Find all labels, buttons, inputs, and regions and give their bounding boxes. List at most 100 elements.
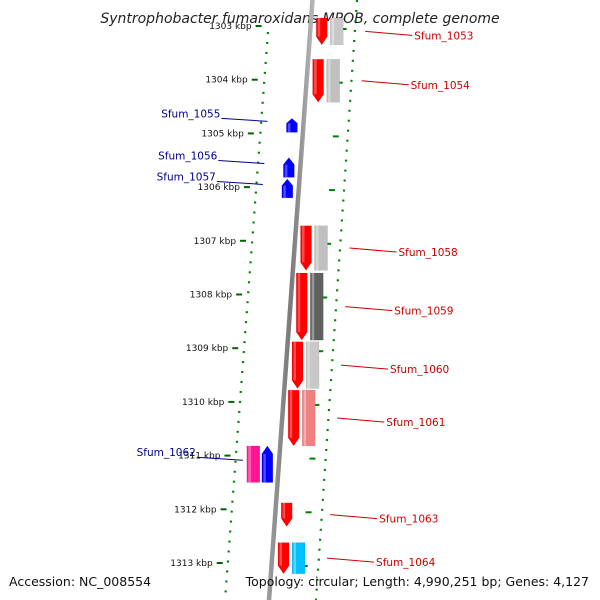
tick-label: 1303 kbp [209,22,252,32]
genome-summary-text: Topology: circular; Length: 4,990,251 bp… [245,574,589,589]
gene-leader-line [337,417,385,423]
gene-sfum-1059[interactable] [296,272,324,341]
gene-arrow[interactable] [300,225,312,271]
gene-leader-line [345,306,393,312]
tick-label: 1311 kbp [178,452,221,462]
gene-arrow[interactable] [296,272,308,341]
gene-labels: Sfum_1053 Sfum_1054 Sfum_1055 Sfum_1056 Sfum… [137,30,474,569]
gene-label[interactable]: Sfum_1055 [161,108,220,120]
gene-label-group[interactable]: Sfum_1058 [349,247,458,259]
gene-arrow[interactable] [281,178,294,199]
map-title: Syntrophobacter fumaroxidans MPOB, compl… [100,11,499,27]
gene-arrow[interactable] [287,389,300,447]
gene-highlight [279,542,283,566]
gene-sfum-1056[interactable] [283,157,295,178]
right-dotted-guide [314,0,359,600]
cog-box [291,542,306,574]
gene-highlight [282,502,286,519]
gene-leader-line [196,456,243,461]
gene-label[interactable]: Sfum_1056 [158,150,218,162]
cog-box [305,341,320,389]
gene-highlight [284,164,288,178]
left-dotted-guide [223,31,270,600]
gene-leader-line [365,30,413,36]
gene-label-group[interactable]: Sfum_1054 [361,80,471,92]
gene-arrow[interactable] [261,445,274,483]
gene-label[interactable]: Sfum_1062 [137,447,196,459]
gene-leader-line [326,557,375,563]
gene-sfum-1054[interactable] [312,59,340,103]
tick-label: 1306 kbp [198,183,241,193]
gene-sfum-1064[interactable] [277,542,306,575]
gene-label[interactable]: Sfum_1057 [157,171,216,183]
gene-label-group[interactable]: Sfum_1053 [365,30,473,42]
gene-label[interactable]: Sfum_1063 [379,514,438,526]
gene-label[interactable]: Sfum_1059 [394,306,453,318]
gene-highlight [314,59,317,95]
gene-sfum-1060[interactable] [291,341,320,389]
gene-highlight [293,341,297,381]
gene-sfum-1057[interactable] [281,178,294,199]
gene-sfum-1061[interactable] [287,389,316,447]
tick-label: 1305 kbp [201,129,244,139]
gene-highlight [263,453,266,483]
accession-text: Accession: NC_008554 [9,574,152,589]
gene-arrow[interactable] [280,502,293,527]
gene-leader-line [361,80,409,86]
tick-label: 1307 kbp [194,237,237,247]
gene-label-group[interactable]: Sfum_1055 [161,108,268,122]
gene-sfum-1055[interactable] [286,118,298,133]
cog-box [301,389,316,447]
gene-label-group[interactable]: Sfum_1063 [330,514,438,526]
gene-sfum-1063[interactable] [280,502,293,527]
tick-label: 1312 kbp [174,505,217,515]
gene-label[interactable]: Sfum_1064 [376,557,436,569]
gene-label-group[interactable]: Sfum_1062 [137,447,243,461]
tick-label: 1310 kbp [182,398,225,408]
tick-marks: 1303 kbp 1304 kbp 1305 kbp 1306 kbp 1307 kbp… [170,22,347,569]
dotted-guides [223,0,359,600]
tick-label: 1308 kbp [190,291,233,301]
tick-label: 1309 kbp [186,344,229,354]
gene-arrow[interactable] [312,59,324,103]
gene-label[interactable]: Sfum_1058 [399,247,458,259]
gene-highlight [287,123,291,133]
cog-highlight [311,273,315,341]
gene-label-group[interactable]: Sfum_1064 [326,557,436,569]
gene-label-group[interactable]: Sfum_1060 [340,364,449,376]
gene-arrow[interactable] [286,118,298,133]
gene-highlight [302,225,305,263]
cog-highlight [293,542,297,574]
tick-label: 1304 kbp [205,76,248,86]
gene-leader-line [218,160,265,164]
backbone-line [266,0,315,600]
gene-highlight [297,273,301,333]
cog-highlight [316,225,319,271]
gene-label-group[interactable]: Sfum_1057 [157,171,263,185]
gene-leader-line [349,247,397,253]
gene-sfum-1053[interactable] [315,17,344,46]
gene-label[interactable]: Sfum_1061 [386,417,445,429]
cog-highlight [307,341,311,389]
gene-label-group[interactable]: Sfum_1061 [337,417,445,429]
gene-label[interactable]: Sfum_1054 [411,80,471,92]
gene-label-group[interactable]: Sfum_1056 [158,150,265,164]
tick-label: 1313 kbp [170,559,213,569]
gene-leader-line [216,180,263,185]
cog-highlight [331,17,335,45]
gene-arrow[interactable] [283,157,295,178]
gene-label[interactable]: Sfum_1053 [414,30,473,42]
gene-arrow[interactable] [315,17,328,46]
cog-box [314,225,328,271]
gene-label-group[interactable]: Sfum_1059 [345,306,453,318]
gene-sfum-1058[interactable] [300,225,328,271]
gene-sfum-1062[interactable] [246,445,274,483]
gene-highlight [317,17,321,37]
gene-leader-line [340,364,389,370]
gene-arrow[interactable] [291,341,304,389]
cog-highlight [303,390,307,446]
gene-label[interactable]: Sfum_1060 [390,364,449,376]
gene-features [246,17,344,575]
gene-arrow[interactable] [277,542,290,575]
